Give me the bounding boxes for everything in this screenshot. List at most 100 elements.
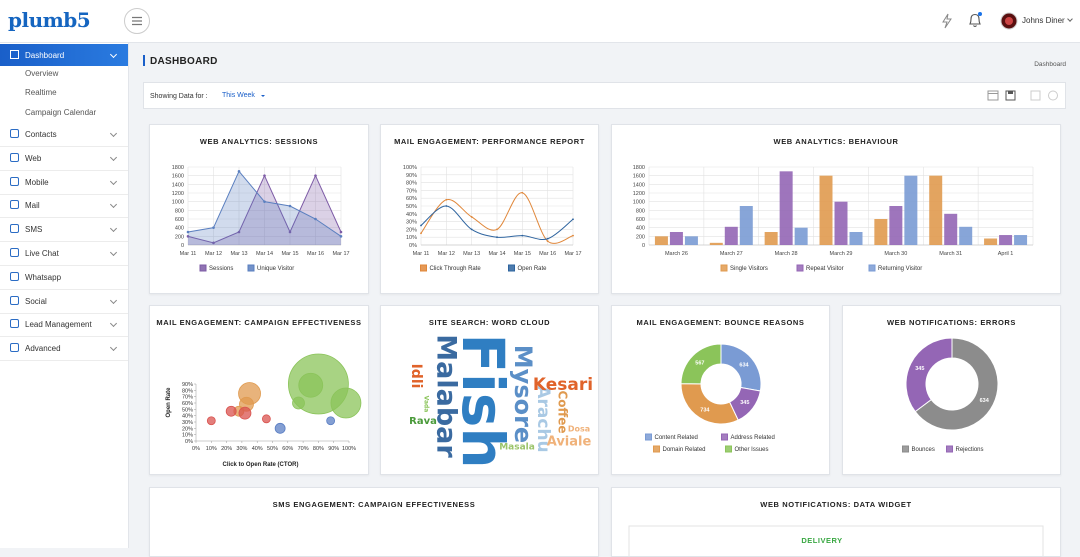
avatar[interactable] bbox=[1000, 12, 1018, 30]
sub-item[interactable]: Realtime bbox=[25, 88, 57, 97]
word[interactable]: Vada bbox=[423, 396, 430, 413]
filter-dropdown[interactable]: This Week bbox=[222, 92, 255, 99]
nav-item[interactable]: Whatsapp bbox=[0, 266, 128, 290]
legend-swatch[interactable] bbox=[420, 264, 427, 272]
breadcrumb[interactable]: Dashboard bbox=[1034, 61, 1066, 68]
slice-label: 345 bbox=[740, 400, 749, 406]
notifications[interactable] bbox=[966, 11, 984, 29]
title-marker bbox=[143, 55, 145, 66]
bubble[interactable] bbox=[225, 405, 237, 417]
bubble[interactable] bbox=[330, 387, 362, 419]
legend-swatch[interactable] bbox=[720, 264, 728, 272]
word[interactable]: Aviale bbox=[547, 435, 592, 450]
nav-item[interactable]: Mobile bbox=[0, 171, 128, 195]
nav-label: Mail bbox=[25, 201, 40, 211]
data-point bbox=[288, 204, 292, 208]
slice-label: 345 bbox=[915, 366, 924, 372]
bar bbox=[819, 175, 833, 245]
y-tick-label: 70% bbox=[406, 188, 417, 194]
word[interactable]: Kesari bbox=[533, 375, 593, 395]
word[interactable]: Fish bbox=[449, 333, 517, 468]
bubble[interactable] bbox=[238, 406, 252, 420]
menu-toggle[interactable] bbox=[123, 7, 151, 35]
nav-item[interactable]: Social bbox=[0, 290, 128, 314]
sub-item[interactable]: Campaign Calendar bbox=[25, 108, 97, 117]
card-title: MAIL ENGAGEMENT: BOUNCE REASONS bbox=[636, 318, 805, 327]
bubble[interactable] bbox=[261, 414, 271, 424]
data-point bbox=[420, 224, 422, 227]
bubble[interactable] bbox=[298, 372, 324, 398]
x-tick-label: Mar 16 bbox=[539, 251, 556, 257]
legend-swatch[interactable] bbox=[796, 264, 804, 272]
legend-swatch[interactable] bbox=[946, 445, 953, 453]
card: 0 200 400 600 800 1000 1200 1400 1600 1800 March 2… bbox=[611, 124, 1061, 294]
icon bbox=[10, 176, 19, 186]
x-tick-label: 60% bbox=[282, 446, 293, 452]
legend-label: Open Rate bbox=[518, 266, 548, 272]
x-tick-label: 100% bbox=[342, 446, 356, 452]
nav-item[interactable]: Live Chat bbox=[0, 242, 128, 266]
legend-swatch[interactable] bbox=[725, 445, 732, 453]
data-point bbox=[470, 228, 473, 231]
legend-swatch[interactable] bbox=[508, 264, 515, 272]
bubble[interactable] bbox=[292, 396, 305, 410]
y-tick-label: 80% bbox=[406, 181, 417, 187]
word[interactable]: Mysore bbox=[509, 345, 537, 443]
legend-swatch[interactable] bbox=[645, 433, 652, 441]
card-title: WEB ANALYTICS: BEHAVIOUR bbox=[773, 137, 899, 146]
x-tick-label: 50% bbox=[267, 446, 278, 452]
icon bbox=[10, 129, 19, 138]
y-tick-label: 0 bbox=[181, 243, 184, 249]
word[interactable]: Dosa bbox=[568, 425, 590, 434]
bar bbox=[779, 171, 793, 245]
user-name[interactable]: Johns Diner bbox=[1022, 16, 1065, 25]
word[interactable]: Arachu bbox=[533, 385, 553, 452]
y-tick-label: 60% bbox=[182, 401, 193, 407]
legend-swatch[interactable] bbox=[247, 264, 255, 272]
legend-swatch[interactable] bbox=[721, 433, 728, 441]
card-title: SITE SEARCH: WORD CLOUD bbox=[428, 318, 551, 327]
data-point bbox=[314, 174, 317, 177]
bubble[interactable] bbox=[274, 422, 286, 434]
logo[interactable]: plumb5 bbox=[8, 8, 91, 32]
legend-swatch[interactable] bbox=[199, 264, 207, 272]
word[interactable]: Masala bbox=[499, 443, 535, 453]
nav-item[interactable]: Web bbox=[0, 147, 128, 171]
user-caret[interactable] bbox=[1067, 16, 1073, 22]
legend-label: Domain Related bbox=[663, 447, 706, 453]
word[interactable]: Idli bbox=[408, 364, 424, 389]
sub-item[interactable]: Overview bbox=[25, 69, 59, 78]
word[interactable]: Coffee bbox=[556, 390, 570, 433]
y-tick-label: 20% bbox=[182, 426, 193, 432]
x-tick-label: Mar 15 bbox=[514, 251, 531, 257]
legend-swatch[interactable] bbox=[902, 445, 909, 453]
y-tick-label: 1600 bbox=[633, 174, 645, 180]
nav-item[interactable]: Advanced bbox=[0, 337, 128, 362]
active-item[interactable]: Dashboard bbox=[0, 44, 128, 66]
quick-icon[interactable] bbox=[940, 13, 954, 29]
toolbar-icons[interactable] bbox=[984, 89, 1064, 103]
donut-slice[interactable] bbox=[680, 383, 739, 425]
bar bbox=[834, 201, 848, 245]
x-tick-label: Mar 15 bbox=[281, 251, 298, 257]
bubble[interactable] bbox=[326, 416, 336, 426]
legend-swatch[interactable] bbox=[868, 264, 876, 272]
donut-slice[interactable] bbox=[914, 337, 999, 431]
y-tick-label: 90% bbox=[182, 382, 193, 388]
nav-item[interactable]: Lead Management bbox=[0, 313, 128, 338]
legend-swatch[interactable] bbox=[653, 445, 660, 453]
nav-label: SMS bbox=[25, 225, 43, 235]
y-tick-label: 80% bbox=[182, 388, 193, 394]
nav-item[interactable]: SMS bbox=[0, 218, 128, 243]
word[interactable]: Malabar bbox=[431, 334, 462, 458]
y-tick-label: 600 bbox=[636, 217, 645, 223]
donut-slice[interactable] bbox=[905, 337, 953, 413]
word[interactable]: Rava bbox=[409, 416, 437, 427]
card-chart: 0 200 400 600 800 1000 1200 1400 1600 1800 March 2… bbox=[633, 165, 1034, 272]
widget-heading: DELIVERY bbox=[801, 536, 842, 545]
dropdown-caret[interactable] bbox=[261, 95, 265, 99]
nav-item[interactable]: Mail bbox=[0, 194, 128, 219]
nav-item[interactable]: Contacts bbox=[0, 123, 128, 147]
bubble[interactable] bbox=[206, 416, 216, 426]
donut-slice[interactable] bbox=[680, 343, 722, 385]
